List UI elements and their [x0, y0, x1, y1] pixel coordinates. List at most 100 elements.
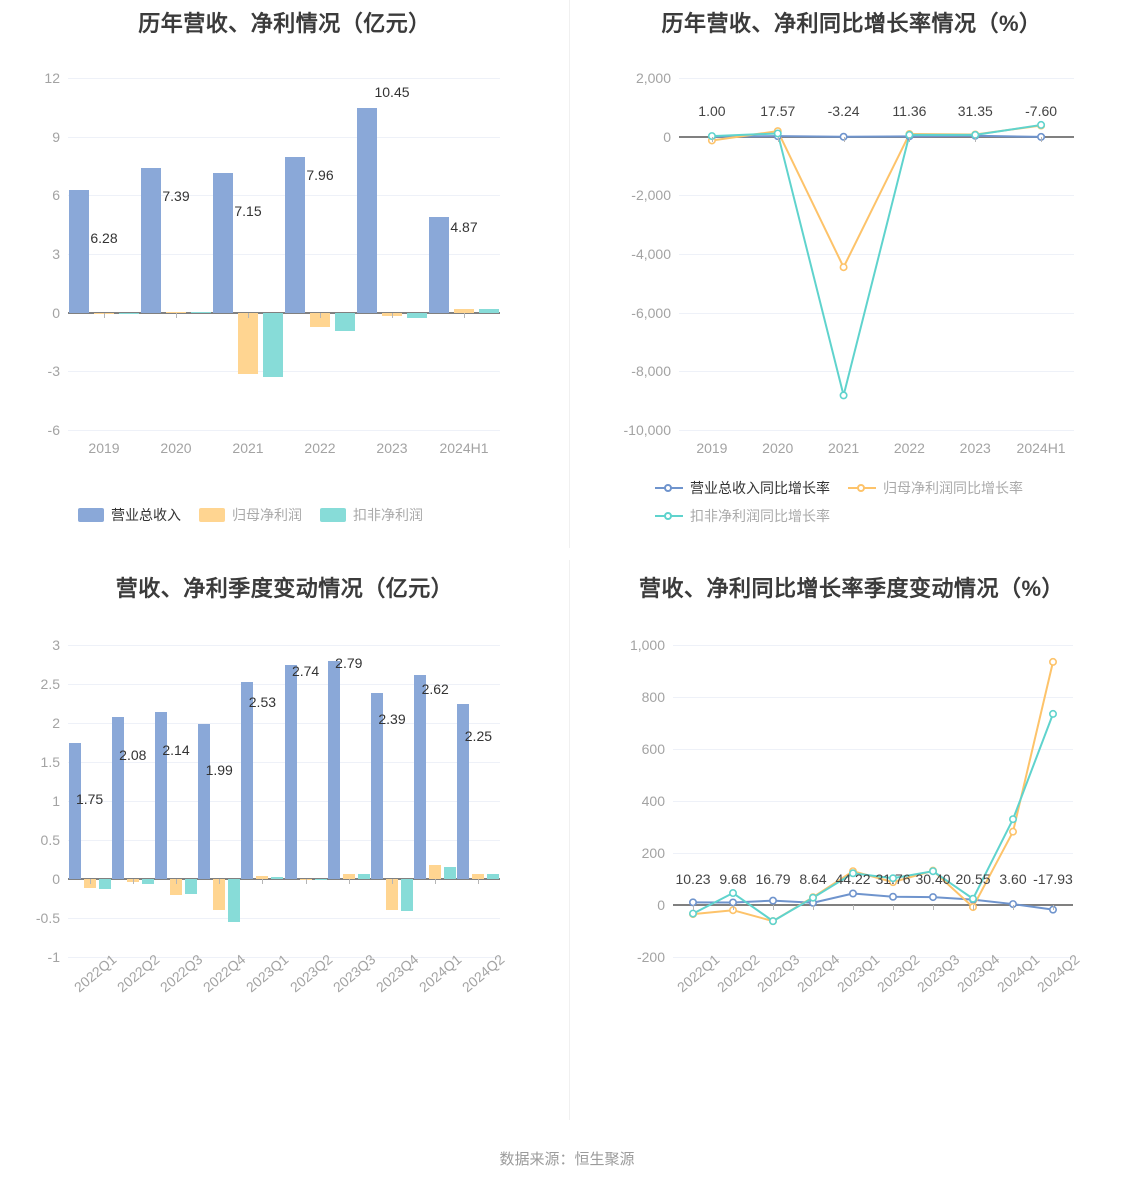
legend-swatch-icon	[320, 508, 346, 522]
point-value-label: 44.22	[835, 871, 871, 887]
bar-quarterly-amount-8-2	[444, 866, 457, 879]
bar-quarterly-amount-2-1	[170, 879, 182, 895]
legend-annual-amount[interactable]: 营业总收入 归母净利润 扣非净利润	[78, 505, 548, 533]
chart-title-quarterly-amount: 营收、净利季度变动情况（亿元）	[115, 576, 454, 601]
bar-quarterly-amount-6-1	[342, 873, 355, 879]
point-value-label: -3.24	[827, 102, 860, 119]
y-axis-tick-label: -2,000	[631, 187, 671, 204]
legend-item-1[interactable]: 归母净利润	[199, 505, 302, 525]
y-axis-tick-label: 0	[52, 304, 60, 321]
x-axis-tickmark	[853, 905, 854, 910]
zero-axis-line	[673, 904, 1073, 906]
x-axis-tickmark	[1041, 136, 1043, 142]
gridline	[679, 312, 1074, 314]
bar-annual-amount-1-1	[166, 311, 186, 313]
chart-panel-annual-amount: 历年营收、净利情况（亿元） 12 9 6 3 0 -3 -6 2019 6.28 2020 7.39…	[0, 0, 569, 548]
gridline	[673, 645, 1073, 646]
gridline	[679, 371, 1074, 373]
bar-quarterly-amount-6-0	[327, 661, 340, 879]
legend-label: 归母净利润	[232, 507, 302, 523]
x-axis-tick-label: 2019	[696, 440, 728, 456]
x-axis-tickmark	[973, 905, 974, 910]
y-axis-tick-label: 1	[52, 793, 60, 809]
bar-quarterly-amount-9-0	[457, 703, 470, 879]
x-axis-tickmark	[392, 312, 393, 318]
x-axis-tickmark	[132, 879, 134, 884]
y-axis-tick-label: 0	[663, 128, 671, 145]
gridline	[679, 254, 1074, 255]
x-axis-tick-label: 2020	[160, 440, 192, 456]
y-axis-tick-label: 6	[52, 187, 60, 204]
bar-quarterly-amount-7-2	[401, 879, 413, 911]
gridline	[679, 195, 1074, 197]
legend-item-2[interactable]: 扣非净利润同比增长率	[655, 506, 830, 526]
bar-annual-amount-2-1	[238, 312, 258, 375]
x-axis-tickmark	[733, 905, 734, 910]
x-axis-tickmark	[305, 879, 307, 884]
bar-annual-amount-1-2	[191, 312, 211, 314]
x-axis-tickmark	[773, 905, 774, 910]
bar-value-label: 10.45	[374, 84, 410, 101]
bar-quarterly-amount-8-0	[414, 674, 427, 879]
x-axis-tickmark	[348, 879, 350, 884]
point-value-label: -7.60	[1025, 102, 1058, 119]
y-axis-tick-label: -200	[636, 949, 665, 965]
point-value-label: 10.23	[675, 871, 711, 887]
gridline	[68, 430, 500, 431]
gridline	[679, 78, 1074, 79]
y-axis-tick-label: 800	[641, 689, 665, 705]
bar-annual-amount-2-0	[213, 172, 233, 313]
y-axis-tick-label: 1,000	[629, 637, 665, 653]
source-note: 数据来源：恒生聚源	[499, 1151, 635, 1168]
legend-swatch-icon	[199, 508, 225, 522]
y-axis-tick-label: 600	[641, 741, 665, 757]
bar-value-label: 2.62	[421, 680, 449, 697]
bar-quarterly-amount-1-0	[111, 716, 124, 879]
bar-value-label: 6.28	[90, 229, 118, 246]
chart-panel-quarterly-yoy: 营收、净利同比增长率季度变动情况（%） 1,000 800 600 400 200 0 -2…	[569, 565, 1134, 1125]
gridline	[68, 195, 500, 197]
bar-annual-amount-5-2	[479, 308, 499, 313]
point-value-label: 20.55	[955, 871, 991, 887]
gridline	[68, 957, 500, 958]
point-value-label: 17.57	[760, 102, 796, 119]
legend-label: 扣非净利润	[353, 507, 423, 523]
bar-annual-amount-1-0	[141, 168, 161, 313]
legend-item-1[interactable]: 归母净利润同比增长率	[848, 478, 1023, 498]
gridline	[673, 853, 1073, 854]
legend-label: 扣非净利润同比增长率	[690, 508, 830, 524]
y-axis-tick-label: 400	[641, 793, 665, 809]
x-axis-tickmark	[813, 905, 814, 910]
bar-value-label: 2.08	[119, 746, 147, 763]
x-axis-tickmark	[1013, 905, 1014, 910]
x-axis-tickmark	[693, 905, 694, 910]
bar-value-label: 2.39	[378, 710, 406, 727]
plot-area-annual-amount: 12 9 6 3 0 -3 -6 2019 6.28 2020 7.39 2021 7.15 2022 7.…	[44, 70, 500, 456]
point-value-label: 9.68	[719, 871, 747, 887]
gridline	[68, 723, 500, 724]
x-axis-tickmark	[478, 879, 480, 884]
y-axis-tick-label: -3	[47, 363, 60, 380]
bar-annual-amount-5-0	[429, 217, 449, 313]
legend-annual-yoy[interactable]: 营业总收入同比增长率 归母净利润同比增长率扣非净利润同比增长率	[655, 478, 1125, 534]
bar-quarterly-amount-9-2	[487, 873, 500, 879]
y-axis-tick-label: 2,000	[635, 70, 671, 86]
gridline	[68, 801, 500, 802]
x-axis-tickmark	[711, 136, 713, 142]
legend-line-icon	[655, 510, 683, 522]
x-axis-tickmark	[320, 312, 321, 318]
bar-annual-amount-4-2	[407, 312, 427, 318]
x-axis-tickmark	[392, 879, 393, 884]
legend-item-2[interactable]: 扣非净利润	[320, 505, 423, 525]
gridline	[68, 78, 500, 79]
y-axis-tick-label: -1	[47, 949, 60, 965]
legend-line-marker	[857, 484, 865, 492]
point-value-label: 31.76	[875, 871, 911, 887]
x-axis-tick-label: 2019	[88, 440, 120, 456]
point-value-label: 11.36	[892, 102, 927, 119]
legend-item-0[interactable]: 营业总收入同比增长率	[655, 478, 830, 498]
x-axis-tick-label: 2021	[232, 440, 264, 456]
bar-quarterly-amount-7-1	[386, 879, 398, 911]
plot-area-annual-yoy: 2,000 0 -2,000 -4,000 -6,000 -8,000 -10,000 201…	[624, 70, 1074, 456]
legend-item-0[interactable]: 营业总收入	[78, 505, 181, 525]
